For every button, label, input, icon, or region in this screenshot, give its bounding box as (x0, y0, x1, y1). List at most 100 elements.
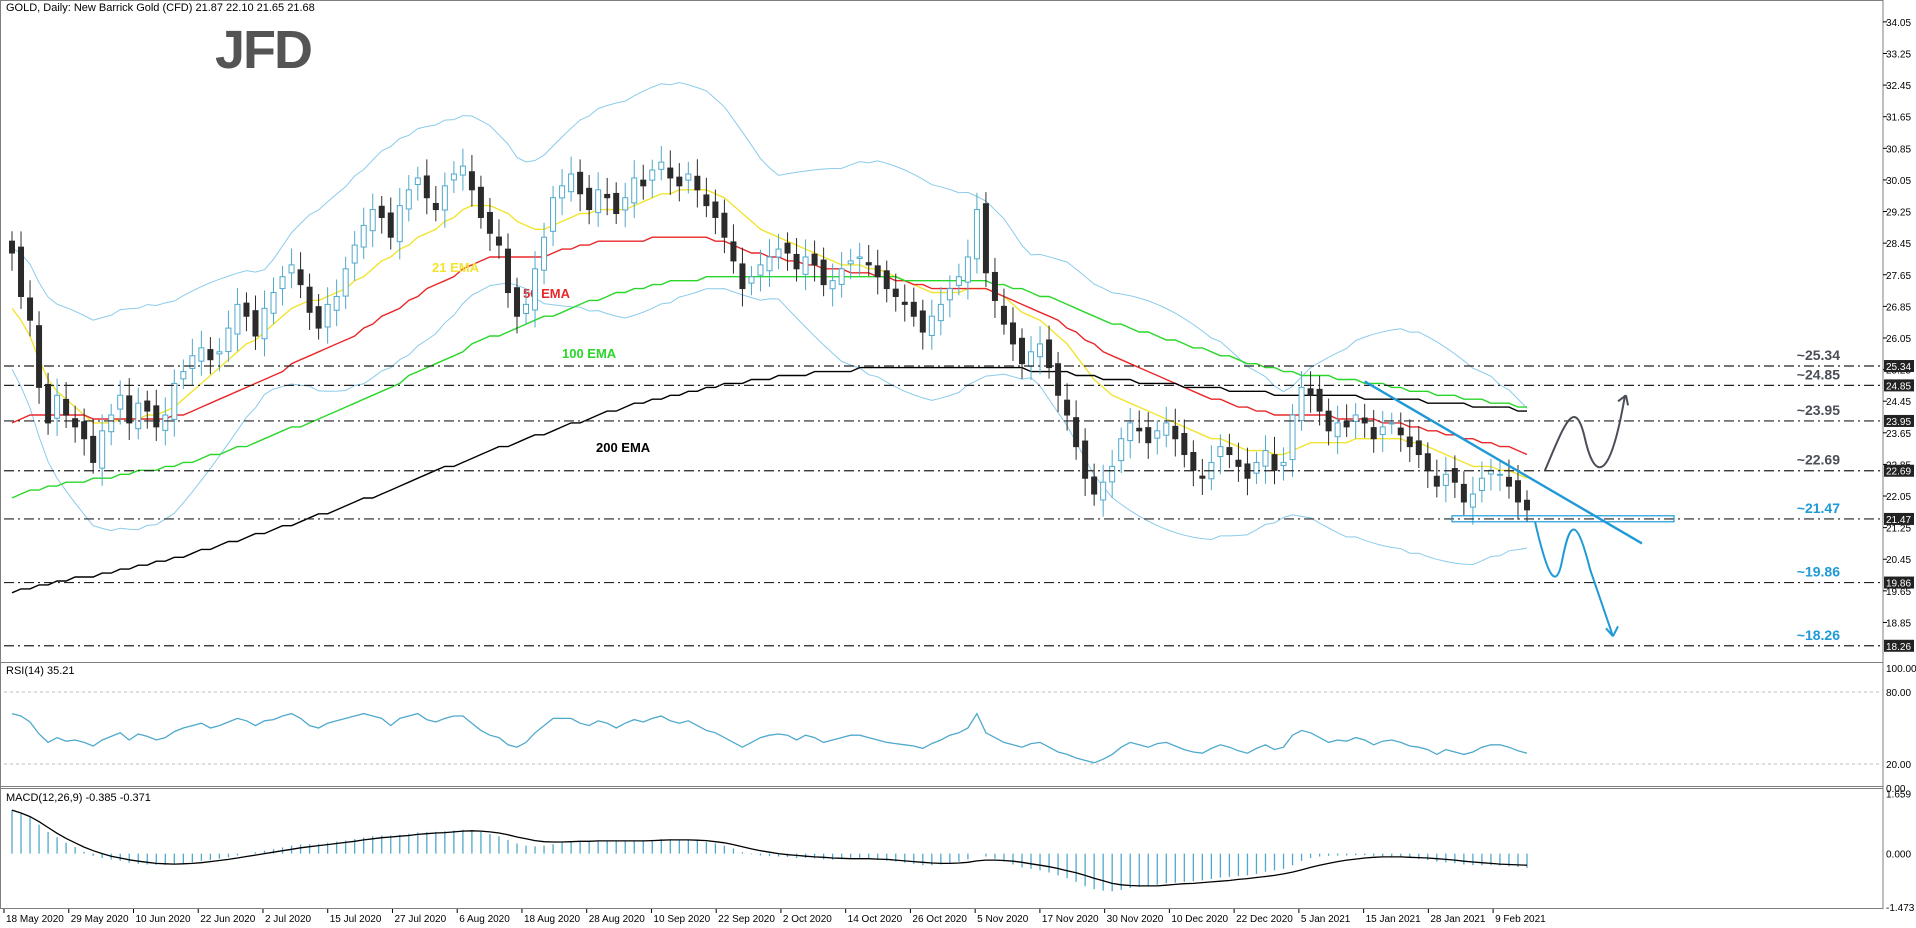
candle-body (1172, 425, 1179, 440)
level-tag (1884, 414, 1914, 427)
candle-body (315, 306, 322, 329)
candle-body (757, 264, 764, 276)
candle-body (838, 268, 845, 285)
candle-body (1280, 461, 1287, 467)
candle-body (117, 394, 124, 410)
candle-body (1091, 476, 1098, 495)
candle-body (1343, 420, 1350, 428)
level-tag-text: 21.47 (1886, 515, 1911, 526)
candle-body (1154, 430, 1161, 439)
candle-body (1109, 465, 1116, 483)
candle-body (649, 169, 656, 181)
candle-body (1055, 363, 1062, 396)
candle-body (802, 256, 809, 275)
candle-body (1235, 459, 1242, 467)
candle-body (703, 194, 710, 207)
candle-body (144, 400, 151, 412)
level-label: ~19.86 (1797, 564, 1840, 580)
candle-body (1019, 337, 1025, 365)
candle-body (712, 201, 719, 218)
candle-body (1424, 453, 1431, 471)
level-tag-text: 18.26 (1886, 642, 1911, 653)
candle-body (504, 248, 511, 294)
candle-body (351, 244, 358, 264)
candle-body (378, 205, 385, 218)
x-tick-label: 28 Jan 2021 (1430, 914, 1485, 925)
y-tick-label: 33.25 (1886, 49, 1911, 60)
candle-body (766, 256, 773, 272)
level-label: ~25.34 (1797, 347, 1840, 363)
candle-body (1460, 483, 1467, 503)
level-tag (1884, 464, 1914, 477)
candle-body (1118, 438, 1125, 462)
candle-body (550, 197, 557, 232)
candle-body (297, 269, 304, 286)
candle-body (856, 256, 863, 260)
candle-body (1037, 343, 1044, 358)
candle-body (405, 189, 412, 210)
candle-body (910, 301, 917, 317)
candle-body (973, 209, 980, 260)
candle-body (784, 242, 791, 254)
candle-body (1163, 422, 1170, 436)
candle-body (1442, 473, 1449, 486)
rsi-tick-label: 0.00 (1886, 784, 1906, 795)
candle-body (72, 418, 79, 428)
candle-body (775, 248, 782, 258)
candle-body (1406, 436, 1413, 448)
candle-body (1181, 432, 1188, 456)
level-tag (1884, 639, 1914, 652)
candle-body (1370, 427, 1377, 440)
candle-body (1379, 426, 1386, 436)
candle-body (288, 264, 295, 274)
candle-body (901, 301, 908, 305)
candle-body (450, 173, 457, 181)
y-tick-label: 22.05 (1886, 492, 1911, 503)
y-tick-label: 31.65 (1886, 113, 1911, 124)
x-tick-label: 22 Sep 2020 (718, 914, 775, 925)
candle-body (225, 327, 232, 353)
candle-body (622, 197, 629, 211)
x-tick-label: 10 Sep 2020 (653, 914, 710, 925)
x-tick-label: 10 Dec 2020 (1171, 914, 1228, 925)
x-tick-label: 14 Oct 2020 (848, 914, 903, 925)
candle-body (1199, 475, 1206, 479)
candle-body (955, 276, 962, 286)
x-tick-label: 6 Aug 2020 (459, 914, 510, 925)
candle-body (270, 292, 277, 314)
ema-label: 21 EMA (432, 260, 480, 275)
bearish-arrowhead (1605, 625, 1619, 637)
ema-label: 50 EMA (523, 286, 571, 301)
candle-body (1136, 427, 1143, 432)
level-label: ~18.26 (1797, 627, 1840, 643)
candle-body (477, 186, 484, 218)
rsi-tick-label: 80.00 (1886, 688, 1911, 699)
candle-body (1028, 351, 1035, 367)
candle-body (90, 435, 97, 463)
candle-body (198, 347, 205, 362)
candle-body (189, 355, 196, 369)
bullish-arrowhead (1617, 394, 1629, 406)
y-tick-label: 21.25 (1886, 524, 1911, 535)
candle-body (1316, 388, 1323, 412)
candle-body (342, 268, 349, 297)
ema-label: 100 EMA (562, 346, 617, 361)
y-tick-label: 26.85 (1886, 302, 1911, 313)
candle-body (865, 262, 872, 266)
candle-body (1514, 480, 1521, 503)
candle-body (252, 310, 259, 337)
candle-body (324, 303, 331, 328)
bullish-scenario-arrow (1544, 395, 1626, 471)
macd-tick-label: -1.473 (1886, 903, 1915, 914)
candle-body (1433, 475, 1440, 487)
candle-body (937, 303, 944, 322)
level-tag-text: 25.34 (1886, 362, 1911, 373)
bearish-scenario-arrow (1534, 521, 1614, 637)
level-tag (1884, 360, 1914, 373)
candle-body (243, 302, 250, 317)
candle-body (793, 253, 800, 270)
candle-body (1217, 446, 1224, 458)
candle-body (126, 395, 133, 424)
x-tick-label: 5 Jan 2021 (1301, 914, 1351, 925)
